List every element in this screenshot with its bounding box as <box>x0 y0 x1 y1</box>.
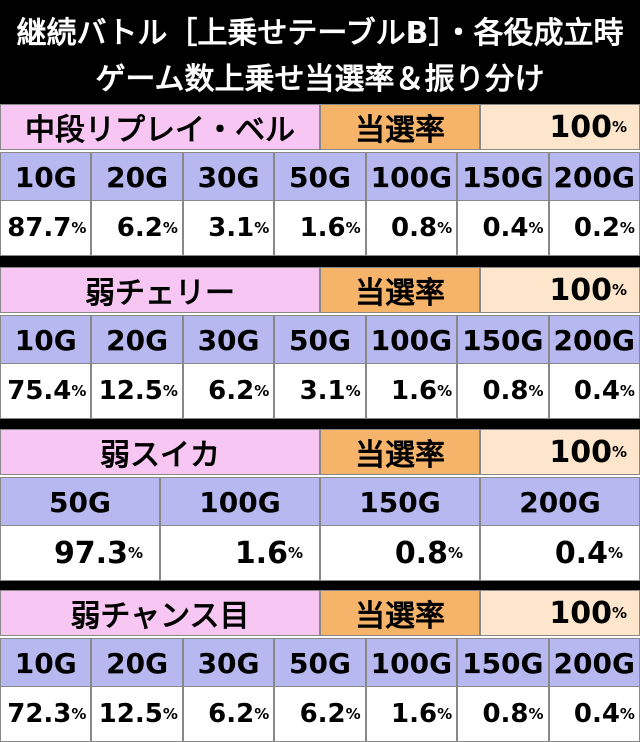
value-cell: 12.5% <box>91 686 183 742</box>
value-cell: 6.2% <box>182 686 275 742</box>
games-cell: 20G <box>91 638 183 688</box>
value-row: 75.4% 12.5% 6.2% 3.1% 1.6% 0.8% 0.4% <box>0 363 640 419</box>
games-cell: 50G <box>274 152 366 202</box>
games-cell: 30G <box>182 315 275 365</box>
rate-value: 100% <box>480 104 640 150</box>
games-row: 10G 20G 30G 50G 100G 150G 200G <box>0 638 640 688</box>
games-cell: 20G <box>91 152 183 202</box>
rate-label: 当選率 <box>320 590 480 636</box>
value-cell: 6.2% <box>182 363 275 419</box>
rate-table: 中段リプレイ・ベル 当選率 100% 10G 20G 30G 50G 100G 150G 200G… <box>0 104 640 256</box>
games-cell: 10G <box>0 152 92 202</box>
games-cell: 50G <box>274 638 366 688</box>
header-row: 弱チャンス目 当選率 100% <box>0 590 640 638</box>
value-cell: 97.3% <box>0 525 160 581</box>
games-cell: 100G <box>365 638 458 688</box>
games-cell: 30G <box>182 638 275 688</box>
games-cell: 50G <box>0 477 160 527</box>
value-cell: 12.5% <box>91 363 183 419</box>
rate-value: 100% <box>480 429 640 475</box>
value-row: 72.3% 12.5% 6.2% 6.2% 1.6% 0.8% 0.4% <box>0 686 640 742</box>
value-row: 97.3% 1.6% 0.8% 0.4% <box>0 525 640 581</box>
rate-label: 当選率 <box>320 267 480 313</box>
value-cell: 6.2% <box>274 686 366 742</box>
rate-table: 弱スイカ 当選率 100% 50G 100G 150G 200G 97.3% 1.6% 0.8% 0… <box>0 429 640 581</box>
games-row: 50G 100G 150G 200G <box>0 477 640 527</box>
value-cell: 1.6% <box>365 686 458 742</box>
value-cell: 0.8% <box>457 686 549 742</box>
value-cell: 3.1% <box>274 363 366 419</box>
role-name: 弱スイカ <box>0 429 320 475</box>
value-cell: 87.7% <box>0 200 92 256</box>
value-cell: 0.2% <box>548 200 640 256</box>
header-row: 弱スイカ 当選率 100% <box>0 429 640 477</box>
value-cell: 3.1% <box>182 200 275 256</box>
value-cell: 6.2% <box>91 200 183 256</box>
games-cell: 200G <box>548 638 640 688</box>
role-name: 弱チャンス目 <box>0 590 320 636</box>
games-cell: 30G <box>182 152 275 202</box>
games-cell: 200G <box>480 477 640 527</box>
value-cell: 0.4% <box>548 686 640 742</box>
value-cell: 0.8% <box>365 200 458 256</box>
value-row: 87.7% 6.2% 3.1% 1.6% 0.8% 0.4% 0.2% <box>0 200 640 256</box>
games-cell: 150G <box>457 152 549 202</box>
games-cell: 100G <box>365 315 458 365</box>
title-line: ゲーム数上乗せ当選率＆振り分け <box>95 62 545 97</box>
value-cell: 1.6% <box>160 525 320 581</box>
role-name: 弱チェリー <box>0 267 320 313</box>
value-cell: 72.3% <box>0 686 92 742</box>
games-cell: 10G <box>0 315 92 365</box>
value-cell: 0.4% <box>457 200 549 256</box>
games-cell: 20G <box>91 315 183 365</box>
games-cell: 150G <box>457 315 549 365</box>
value-cell: 0.4% <box>480 525 640 581</box>
games-cell: 150G <box>320 477 480 527</box>
games-cell: 100G <box>160 477 320 527</box>
games-row: 10G 20G 30G 50G 100G 150G 200G <box>0 315 640 365</box>
header-row: 中段リプレイ・ベル 当選率 100% <box>0 104 640 152</box>
role-name: 中段リプレイ・ベル <box>0 104 320 150</box>
value-cell: 0.8% <box>457 363 549 419</box>
games-cell: 200G <box>548 315 640 365</box>
title-line: 継続バトル［上乗せテーブルB］・各役成立時 <box>16 16 624 51</box>
value-cell: 0.4% <box>548 363 640 419</box>
rate-value: 100% <box>480 590 640 636</box>
value-cell: 0.8% <box>320 525 480 581</box>
games-cell: 150G <box>457 638 549 688</box>
value-cell: 1.6% <box>274 200 366 256</box>
games-row: 10G 20G 30G 50G 100G 150G 200G <box>0 152 640 202</box>
games-cell: 200G <box>548 152 640 202</box>
rate-table: 弱チェリー 当選率 100% 10G 20G 30G 50G 100G 150G 200G 75.4… <box>0 267 640 419</box>
rate-table: 弱チャンス目 当選率 100% 10G 20G 30G 50G 100G 150G 200G 72.… <box>0 590 640 742</box>
value-cell: 1.6% <box>365 363 458 419</box>
value-cell: 75.4% <box>0 363 92 419</box>
games-cell: 50G <box>274 315 366 365</box>
games-cell: 10G <box>0 638 92 688</box>
rate-label: 当選率 <box>320 104 480 150</box>
rate-value: 100% <box>480 267 640 313</box>
header-row: 弱チェリー 当選率 100% <box>0 267 640 315</box>
rate-label: 当選率 <box>320 429 480 475</box>
games-cell: 100G <box>365 152 458 202</box>
